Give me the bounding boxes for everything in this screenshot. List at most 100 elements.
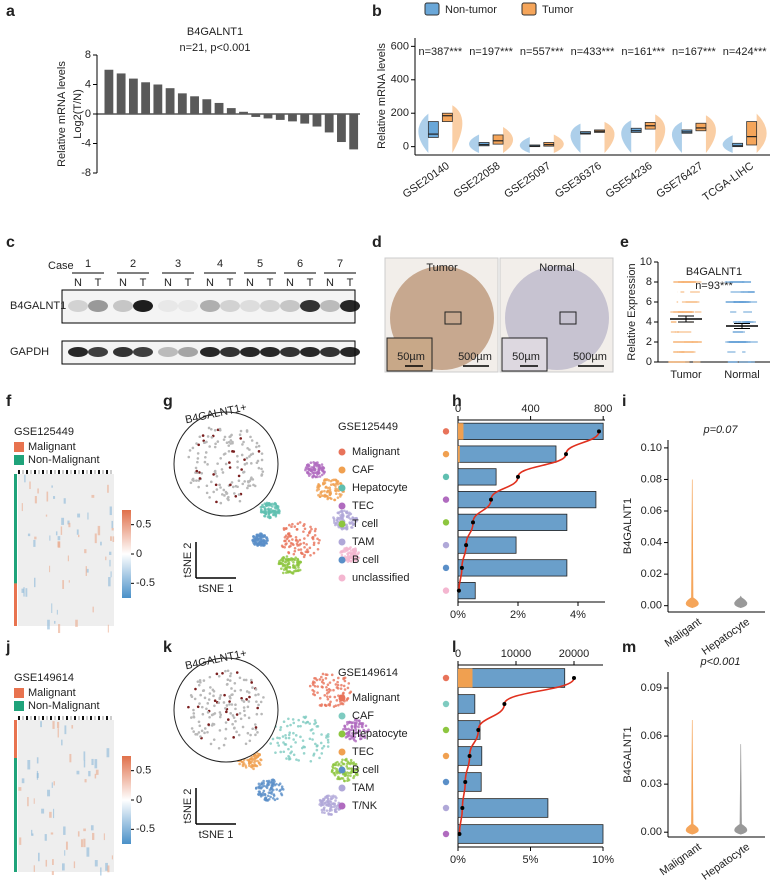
tsne-point — [283, 560, 287, 564]
row-dot — [442, 587, 450, 594]
tsne-point — [342, 527, 346, 530]
tsne-point — [259, 758, 263, 762]
legend-dot — [338, 694, 346, 702]
tsne-point — [349, 517, 352, 521]
percent-point — [459, 565, 464, 570]
zoom-point — [195, 733, 199, 736]
row-dot — [442, 752, 450, 760]
zoom-point — [206, 463, 209, 466]
lane-label: N — [164, 277, 172, 289]
blot-band — [320, 300, 340, 312]
tsne-point — [323, 811, 326, 815]
heatmap-cell — [45, 859, 48, 867]
zoom-point — [208, 692, 212, 695]
tsne-point — [319, 490, 323, 494]
tsne-point — [342, 684, 346, 688]
tsne-point — [285, 757, 288, 760]
blot-band — [113, 300, 133, 312]
legend-dot — [338, 802, 346, 810]
box — [441, 112, 453, 122]
zoom-point — [195, 479, 198, 482]
zoom-point — [230, 703, 234, 706]
x2-tick-label: 5% — [523, 854, 539, 866]
tsne-point — [342, 514, 345, 517]
tsne-point — [304, 550, 308, 554]
heatmap-cell — [45, 514, 48, 517]
heatmap-cell — [94, 759, 98, 769]
zoom-point — [218, 715, 222, 719]
tsne-point — [273, 780, 276, 783]
tsne-point — [340, 509, 344, 513]
half-violin — [418, 113, 429, 153]
inset-marker — [559, 311, 577, 325]
tsne-point — [292, 570, 296, 573]
tsne-point — [279, 558, 283, 562]
tsne-point — [356, 768, 359, 772]
tsne-point — [323, 489, 326, 493]
tsne-point — [331, 482, 335, 486]
zoom-point — [229, 439, 233, 442]
tsne-point — [345, 765, 349, 768]
tsne-point — [325, 692, 329, 695]
tsne-point — [340, 553, 344, 557]
zoom-point — [260, 452, 264, 455]
tsne-point — [284, 736, 288, 740]
tsne-point — [292, 560, 295, 564]
zoom-point — [221, 671, 224, 675]
tsne-point — [282, 750, 286, 754]
zoom-point — [213, 469, 217, 473]
annotation: n=424*** — [723, 46, 767, 58]
bar — [104, 69, 114, 114]
legend-label: TEC — [352, 500, 374, 512]
tsne-point — [288, 523, 291, 527]
zoom-point — [249, 678, 253, 682]
heatmap-top-tick — [106, 716, 108, 720]
row-dot — [442, 450, 450, 458]
x-tick-label: GSE76427 — [654, 160, 705, 201]
tsne-point — [253, 535, 256, 539]
zoom-point — [231, 722, 234, 726]
tsne-point — [343, 779, 346, 783]
x2-tick-label: 4% — [570, 609, 586, 621]
heatmap-cell — [95, 769, 99, 775]
tsne-point — [274, 751, 277, 754]
heatmap-cell — [51, 603, 53, 613]
tsne-point — [269, 742, 273, 745]
zoom-point — [262, 696, 265, 699]
zoom-point — [222, 488, 226, 492]
tsne-point — [335, 521, 338, 525]
zoom-point — [230, 433, 233, 437]
annotation-bar — [14, 720, 17, 758]
heatmap-top-tick — [62, 716, 64, 720]
tsne-point — [339, 687, 343, 690]
zoom-point — [247, 691, 251, 694]
tsne-point — [323, 694, 327, 697]
chart-title: B4GALNT1 — [187, 26, 243, 38]
tsne-point — [309, 525, 312, 529]
case-number: 7 — [337, 258, 343, 270]
bar — [275, 114, 285, 120]
tsne-point — [332, 688, 335, 692]
tsne-point — [264, 796, 267, 800]
heatmap-cell — [107, 624, 109, 633]
zoom-point — [236, 460, 239, 463]
tsne-point — [336, 760, 339, 764]
zoom-point — [198, 724, 202, 728]
tsne-point — [349, 553, 353, 556]
heatmap-title: GSE149614 — [14, 672, 74, 684]
zoom-point — [257, 444, 261, 448]
tsne-point — [336, 519, 339, 523]
x-tick-label: Malignant — [658, 841, 704, 878]
tsne-point — [255, 535, 259, 539]
heatmap-top-tick — [94, 470, 96, 474]
tsne-point — [312, 461, 315, 464]
half-violin — [503, 126, 514, 153]
tsne-point — [353, 735, 357, 739]
axis-label: tSNE 2 — [182, 789, 194, 824]
zoom-point — [215, 672, 219, 676]
row-dot — [442, 564, 450, 572]
zoom-point — [217, 746, 221, 750]
zoom-point — [248, 448, 251, 451]
zoom-point — [242, 470, 246, 474]
tsne-point — [318, 696, 322, 700]
